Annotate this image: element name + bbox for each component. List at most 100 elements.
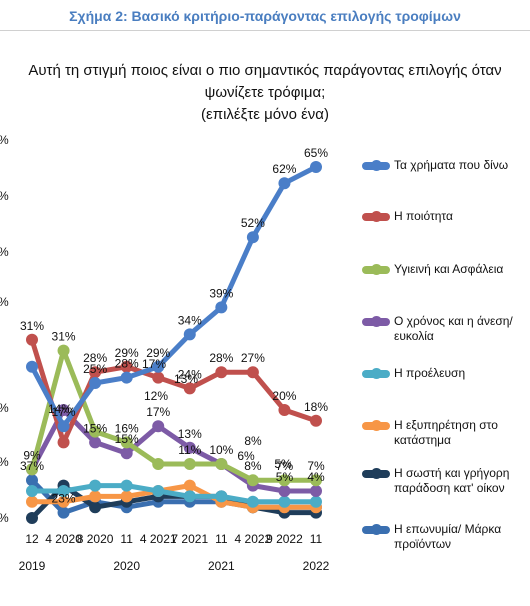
y-tick-label: %: [0, 401, 9, 415]
data-point: [120, 490, 133, 503]
series-line: [29, 483, 319, 510]
y-tick-label: %: [0, 511, 9, 525]
legend-swatch: [362, 160, 390, 171]
data-point: [120, 371, 133, 384]
legend-swatch: [362, 211, 390, 222]
x-tick-label-year: 2019: [19, 559, 46, 573]
data-label-extra: 5%: [274, 457, 292, 471]
data-label: 8%: [244, 459, 262, 473]
data-label-extra: 17%: [142, 357, 166, 371]
data-point: [89, 425, 102, 438]
data-label: 18%: [304, 400, 328, 414]
data-label: 52%: [241, 216, 265, 230]
data-point: [89, 377, 102, 389]
data-point: [89, 436, 102, 449]
x-tick-label: 12: [25, 532, 39, 546]
data-point: [278, 177, 291, 190]
data-label-extra: 12%: [144, 389, 168, 403]
legend-label: Τα χρήματα που δίνω: [394, 158, 509, 172]
legend-label: Η ποιότητα: [394, 209, 453, 223]
data-point: [57, 404, 70, 416]
legend-swatch: [362, 420, 390, 431]
data-point: [152, 420, 165, 433]
legend-swatch: [362, 468, 390, 479]
y-tick-label: %: [0, 189, 9, 203]
x-tick-label: 4 2021: [140, 532, 177, 546]
y-tick-label: %: [0, 455, 9, 469]
data-label: 62%: [272, 162, 296, 176]
data-label: 31%: [20, 319, 44, 333]
data-label: 11%: [178, 443, 201, 457]
data-point: [57, 506, 70, 519]
data-point: [310, 485, 322, 497]
data-point: [215, 301, 228, 314]
data-point: [120, 436, 133, 449]
data-label: 7%: [307, 459, 325, 473]
x-tick-label: 4 2022: [235, 532, 272, 546]
x-tick-label: 11: [120, 532, 133, 546]
data-point: [215, 366, 228, 379]
x-tick-label-year: 2020: [113, 559, 140, 573]
data-point: [152, 485, 165, 497]
data-label: 28%: [83, 351, 107, 365]
data-point: [57, 436, 70, 449]
data-point: [183, 479, 196, 492]
data-point: [183, 441, 196, 454]
x-tick-label: 4 2020: [45, 532, 82, 546]
data-point: [278, 474, 291, 487]
data-point: [152, 360, 165, 373]
data-label: 16%: [115, 421, 139, 435]
data-point: [120, 447, 133, 460]
legend-label: Ο χρόνος και η άνεση/ευκολία: [394, 314, 513, 343]
data-point: [26, 474, 38, 487]
data-point: [26, 333, 38, 346]
data-point: [89, 490, 102, 503]
data-point: [89, 366, 102, 379]
data-label-extra: 8%: [244, 434, 262, 448]
data-label: 7%: [276, 459, 294, 473]
x-tick-label: 11: [310, 532, 323, 546]
caption-divider: [0, 30, 530, 31]
data-point: [26, 485, 38, 497]
data-point: [310, 414, 322, 427]
data-point: [120, 360, 133, 373]
data-label: 15%: [115, 432, 139, 446]
data-point: [26, 495, 38, 508]
data-point: [215, 490, 228, 503]
y-tick-label: %: [0, 295, 9, 309]
legend-swatch: [362, 264, 390, 275]
series-line: [29, 483, 319, 505]
data-label: 24%: [178, 367, 202, 381]
data-point: [57, 495, 70, 508]
data-point: [246, 231, 259, 244]
data-point: [183, 490, 196, 503]
data-point: [278, 404, 291, 416]
data-point: [89, 479, 102, 492]
data-point: [310, 495, 322, 508]
legend-label: Η προέλευση: [394, 366, 466, 380]
data-label: 17%: [146, 405, 170, 419]
data-label: 28%: [115, 357, 139, 371]
legend-swatch: [362, 524, 390, 535]
data-point: [246, 366, 259, 379]
chart-title-line1: Αυτή τη στιγμή ποιος είναι ο πιο σημαντι…: [28, 62, 502, 101]
legend-label: Η επωνυμία/ Μάρκα προϊόντων: [394, 522, 502, 551]
data-label: 4%: [307, 470, 325, 484]
series-line: [29, 348, 319, 483]
series-line: [29, 164, 319, 429]
data-label: 20%: [272, 389, 296, 403]
data-point: [278, 485, 291, 497]
x-tick-label: 11: [215, 532, 228, 546]
data-point: [310, 474, 322, 487]
legend-label: Η σωστή και γρήγορη παράδοση κατ' οίκον: [394, 466, 510, 495]
data-label: 27%: [241, 351, 265, 365]
data-label: 39%: [209, 286, 233, 300]
data-label-extra: 13%: [174, 372, 198, 386]
data-point: [152, 371, 165, 384]
data-point: [120, 479, 133, 492]
data-label-extra: 14%: [48, 402, 72, 416]
legend-label: Η εξυπηρέτηση στο κατάστημα: [394, 418, 498, 447]
data-point: [183, 458, 196, 470]
data-point: [310, 161, 322, 173]
